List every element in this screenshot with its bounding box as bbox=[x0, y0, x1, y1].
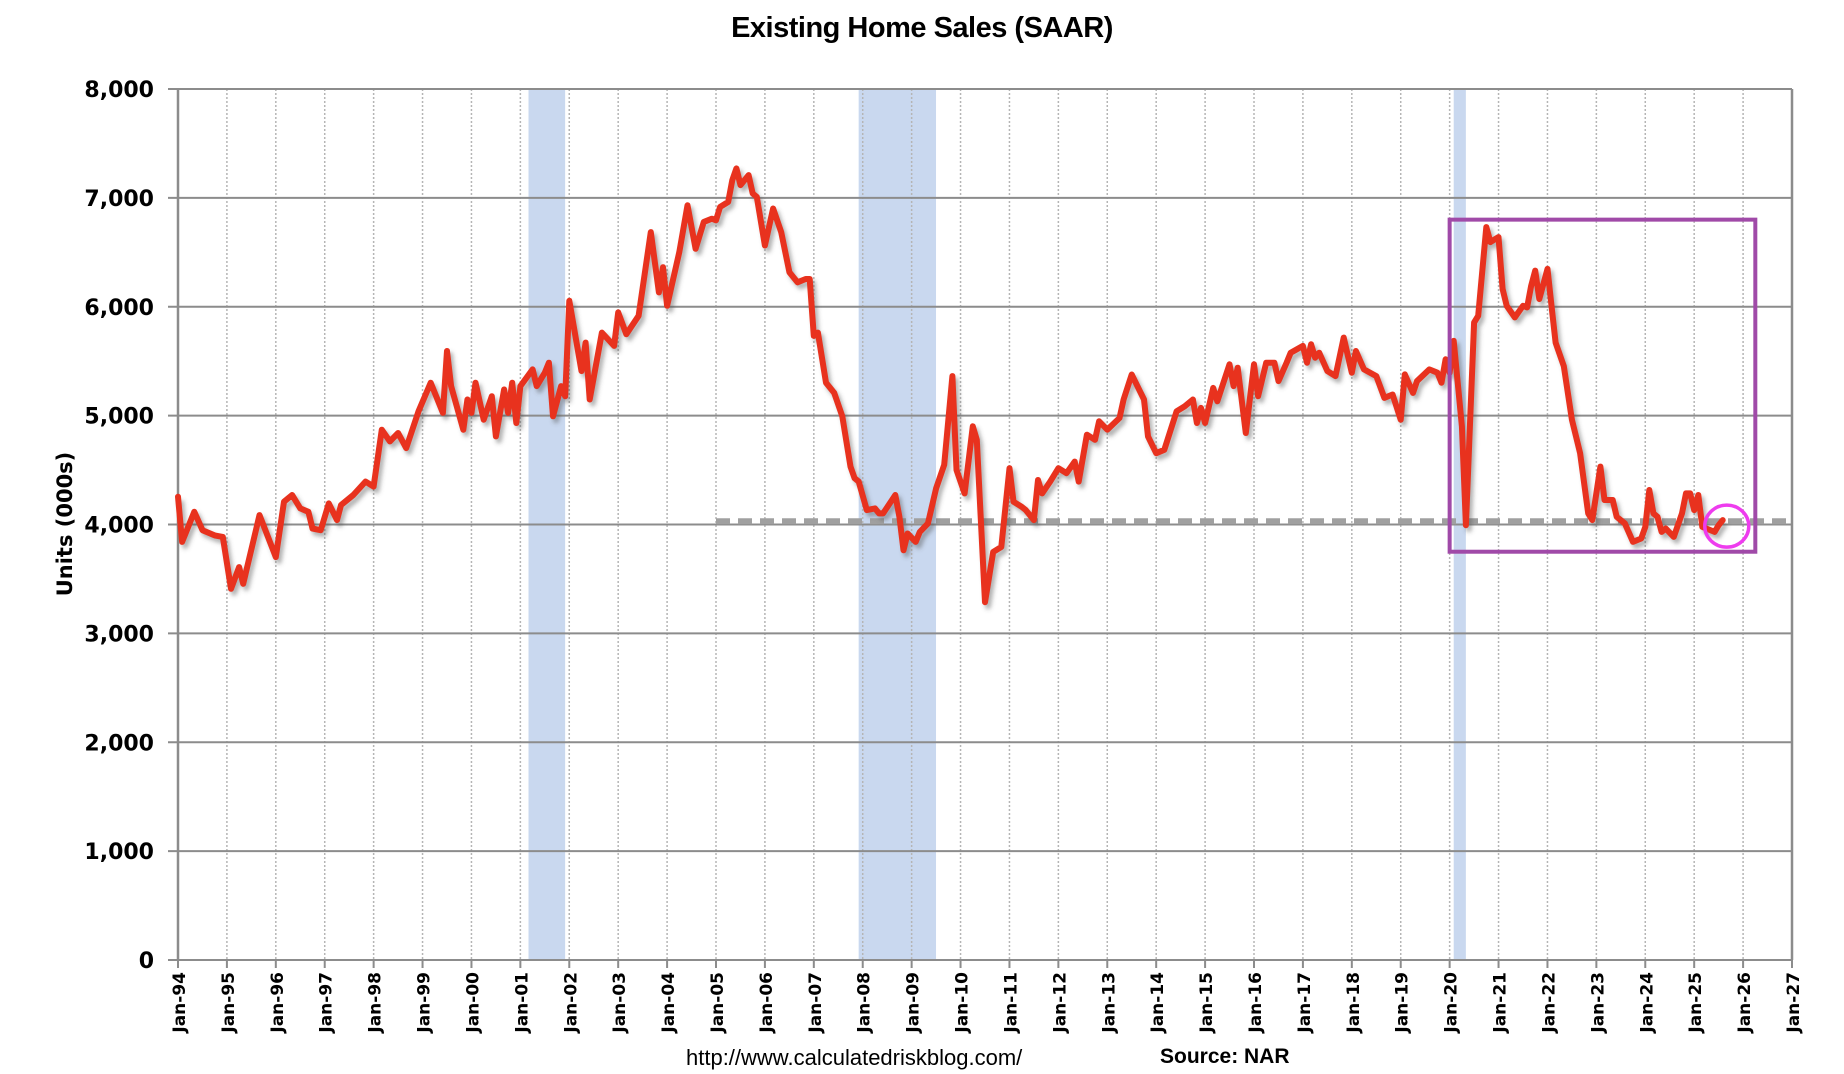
y-tick-label: 7,000 bbox=[84, 187, 154, 212]
x-tick-label: Jan-08 bbox=[855, 972, 875, 1034]
x-tick-label: Jan-09 bbox=[904, 972, 924, 1034]
x-tick-label: Jan-99 bbox=[415, 972, 435, 1034]
y-tick-label: 6,000 bbox=[84, 296, 154, 321]
x-tick-label: Jan-18 bbox=[1344, 972, 1364, 1034]
annotations bbox=[1447, 217, 1758, 554]
source-note: Source: NAR bbox=[1160, 1045, 1290, 1068]
x-tick-label: Jan-21 bbox=[1491, 972, 1511, 1034]
x-tick-label: Jan-14 bbox=[1148, 972, 1168, 1034]
source-url[interactable]: http://www.calculatedriskblog.com/ bbox=[686, 1045, 1023, 1070]
x-tick-label: Jan-22 bbox=[1539, 972, 1559, 1034]
y-tick-label: 1,000 bbox=[84, 840, 154, 865]
vertical-gridlines bbox=[177, 89, 1793, 968]
x-tick-label: Jan-17 bbox=[1295, 972, 1315, 1034]
x-tick-label: Jan-23 bbox=[1588, 972, 1608, 1034]
y-tick-label: 4,000 bbox=[84, 514, 154, 539]
x-tick-label: Jan-98 bbox=[366, 972, 386, 1034]
x-tick-label: Jan-96 bbox=[268, 972, 288, 1034]
x-tick-label: Jan-11 bbox=[1001, 972, 1021, 1034]
x-tick-labels: Jan-94 Jan-95 Jan-96 Jan-97 Jan-98 Jan-99 Jan-… bbox=[170, 972, 1804, 1034]
y-tick-label: 2,000 bbox=[84, 731, 154, 756]
x-tick-label: Jan-01 bbox=[512, 972, 532, 1034]
x-tick-label: Jan-06 bbox=[757, 972, 777, 1034]
x-tick-label: Jan-15 bbox=[1197, 972, 1217, 1034]
x-tick-label: Jan-19 bbox=[1393, 972, 1413, 1034]
horizontal-gridlines bbox=[168, 88, 1792, 961]
x-tick-label: Jan-95 bbox=[219, 972, 239, 1034]
x-tick-label: Jan-10 bbox=[953, 972, 973, 1034]
highlight-box bbox=[1447, 217, 1758, 554]
x-tick-label: Jan-26 bbox=[1735, 972, 1755, 1034]
x-tick-label: Jan-16 bbox=[1246, 972, 1266, 1034]
y-tick-label: 0 bbox=[139, 949, 154, 974]
y-tick-label: 8,000 bbox=[84, 78, 154, 103]
x-tick-label: Jan-03 bbox=[610, 972, 630, 1034]
x-tick-label: Jan-25 bbox=[1686, 972, 1706, 1034]
x-tick-label: Jan-13 bbox=[1099, 972, 1119, 1034]
chart-title: Existing Home Sales (SAAR) bbox=[731, 12, 1113, 44]
series-line bbox=[175, 165, 1726, 606]
x-tick-label: Jan-24 bbox=[1637, 972, 1657, 1034]
x-tick-label: Jan-97 bbox=[317, 972, 337, 1034]
x-tick-label: Jan-05 bbox=[708, 972, 728, 1034]
x-tick-label: Jan-04 bbox=[659, 972, 679, 1034]
x-tick-label: Jan-00 bbox=[463, 972, 483, 1034]
x-tick-label: Jan-20 bbox=[1442, 972, 1462, 1034]
y-tick-label: 5,000 bbox=[84, 405, 154, 430]
x-tick-label: Jan-02 bbox=[561, 972, 581, 1034]
series-group bbox=[175, 165, 1729, 610]
x-tick-label: Jan-27 bbox=[1784, 972, 1804, 1034]
y-tick-labels: 0 1,000 2,000 3,000 4,000 5,000 6,000 7,000 8,00… bbox=[84, 78, 154, 974]
x-tick-label: Jan-94 bbox=[170, 972, 190, 1034]
highlight-circle bbox=[1703, 503, 1751, 549]
y-axis-label: Units (000s) bbox=[53, 452, 77, 597]
x-tick-label: Jan-12 bbox=[1050, 972, 1070, 1034]
y-tick-label: 3,000 bbox=[84, 622, 154, 647]
x-tick-label: Jan-07 bbox=[806, 972, 826, 1034]
